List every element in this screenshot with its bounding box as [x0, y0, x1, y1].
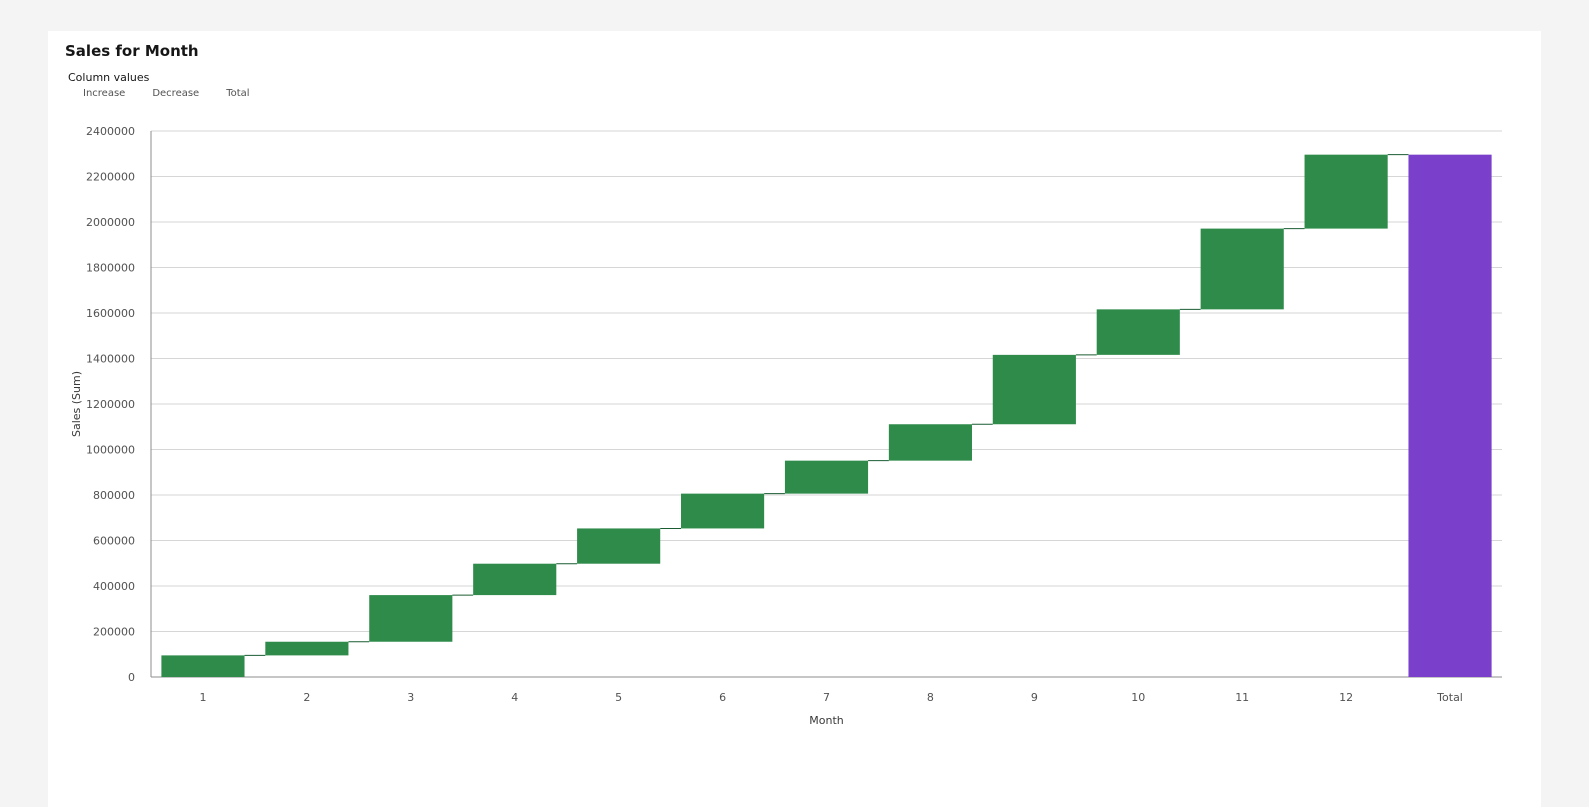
legend-item-total[interactable]: Total	[226, 88, 250, 99]
bar-increase[interactable]	[577, 528, 661, 564]
x-tick-label: 4	[511, 691, 518, 704]
x-tick-label: 12	[1339, 691, 1353, 704]
bar-total[interactable]	[1408, 154, 1492, 677]
x-tick-label: Total	[1436, 691, 1463, 704]
legend-item-decrease[interactable]: Decrease	[152, 88, 200, 99]
y-tick-label: 1600000	[86, 307, 135, 320]
legend: Increase Decrease Total	[83, 88, 250, 99]
bar-increase[interactable]	[992, 354, 1076, 425]
bar-increase[interactable]	[265, 641, 349, 656]
y-tick-label: 2000000	[86, 216, 135, 229]
bar-increase[interactable]	[888, 424, 972, 461]
bar-increase[interactable]	[1096, 309, 1180, 355]
y-tick-label: 1800000	[86, 262, 135, 275]
legend-item-increase[interactable]: Increase	[83, 88, 126, 99]
bar-increase[interactable]	[161, 655, 245, 677]
y-tick-label: 2200000	[86, 171, 135, 184]
x-tick-label: 8	[927, 691, 934, 704]
bar-increase[interactable]	[369, 595, 453, 642]
bar-increase[interactable]	[1304, 154, 1388, 229]
x-tick-label: 7	[823, 691, 830, 704]
chart-title: Sales for Month	[65, 42, 199, 60]
y-tick-label: 0	[128, 671, 135, 684]
x-tick-label: 5	[615, 691, 622, 704]
x-axis-title: Month	[809, 714, 844, 727]
y-tick-label: 1400000	[86, 353, 135, 366]
bar-increase[interactable]	[1200, 228, 1284, 310]
x-tick-label: 3	[407, 691, 414, 704]
y-tick-label: 800000	[93, 489, 135, 502]
y-tick-label: 600000	[93, 535, 135, 548]
bar-increase[interactable]	[681, 493, 765, 529]
x-tick-label: 11	[1235, 691, 1249, 704]
x-tick-label: 6	[719, 691, 726, 704]
y-axis-title: Sales (Sum)	[70, 371, 83, 437]
y-tick-label: 200000	[93, 626, 135, 639]
x-tick-label: 1	[199, 691, 206, 704]
x-tick-label: 2	[303, 691, 310, 704]
chart-card: Sales for Month Column values Increase D…	[48, 31, 1541, 807]
y-tick-label: 1000000	[86, 444, 135, 457]
x-tick-label: 9	[1031, 691, 1038, 704]
waterfall-chart: 0 200000 400000 600000 800000 1000000 1200000 1…	[70, 125, 1502, 727]
x-tick-label: 10	[1131, 691, 1145, 704]
bar-increase[interactable]	[784, 460, 869, 494]
y-tick-label: 400000	[93, 580, 135, 593]
y-tick-label: 2400000	[86, 125, 135, 138]
legend-title: Column values	[68, 71, 150, 84]
y-tick-label: 1200000	[86, 398, 135, 411]
bar-increase[interactable]	[473, 563, 557, 596]
